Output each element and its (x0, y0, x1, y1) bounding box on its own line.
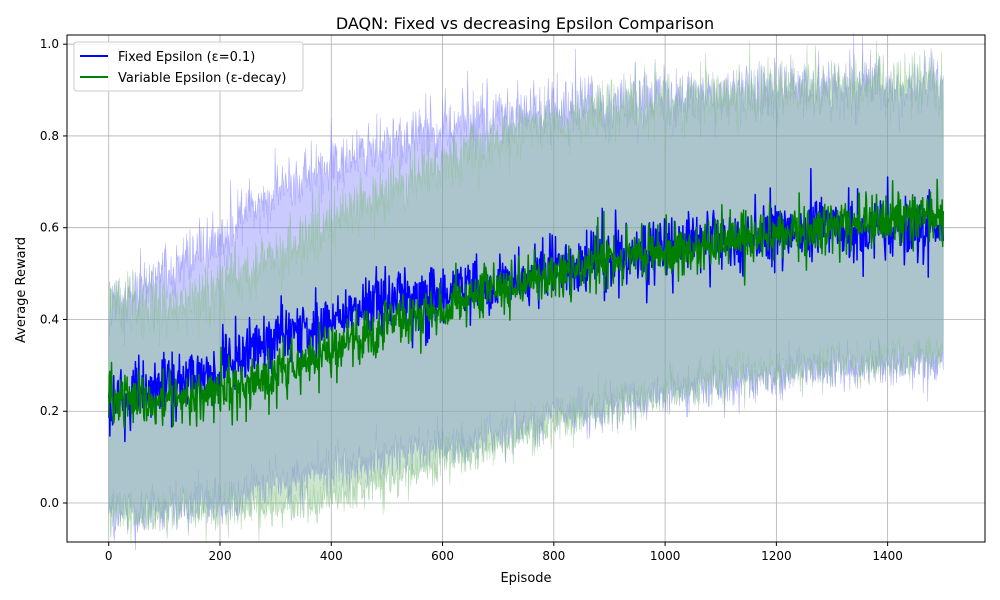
x-tick-label-7: 1400 (872, 549, 903, 563)
y-tick-label-2: 0.4 (40, 312, 59, 326)
chart-title: DAQN: Fixed vs decreasing Epsilon Compar… (336, 14, 714, 33)
x-tick-label-1: 200 (209, 549, 232, 563)
y-tick-label-1: 0.2 (40, 404, 59, 418)
legend-label-fixed: Fixed Epsilon (ε=0.1) (118, 50, 255, 65)
legend: Fixed Epsilon (ε=0.1) Variable Epsilon (… (73, 41, 304, 92)
y-tick-label-4: 0.8 (40, 129, 59, 143)
y-tick-label-5: 1.0 (40, 37, 59, 51)
y-tick-label-3: 0.6 (40, 221, 59, 235)
x-axis-label: Episode (500, 571, 551, 586)
series-line-1 (107, 178, 945, 429)
x-tick-label-4: 800 (542, 549, 565, 563)
x-tick-label-2: 400 (320, 549, 343, 563)
x-tick-label-5: 1000 (650, 549, 681, 563)
axis-ticks: 0 200 400 600 800 1000 1200 1400 0.0 0.2 0.4 0.6 0.8… (40, 37, 903, 563)
x-tick-label-6: 1200 (761, 549, 792, 563)
x-tick-label-0: 0 (105, 549, 113, 563)
series-lines (107, 167, 945, 443)
y-axis-label: Average Reward (14, 237, 29, 343)
legend-box (73, 41, 304, 92)
axes-frame (66, 34, 986, 543)
legend-label-variable: Variable Epsilon (ε-decay) (118, 71, 286, 86)
y-tick-label-0: 0.0 (40, 496, 59, 510)
x-tick-label-3: 600 (431, 549, 454, 563)
